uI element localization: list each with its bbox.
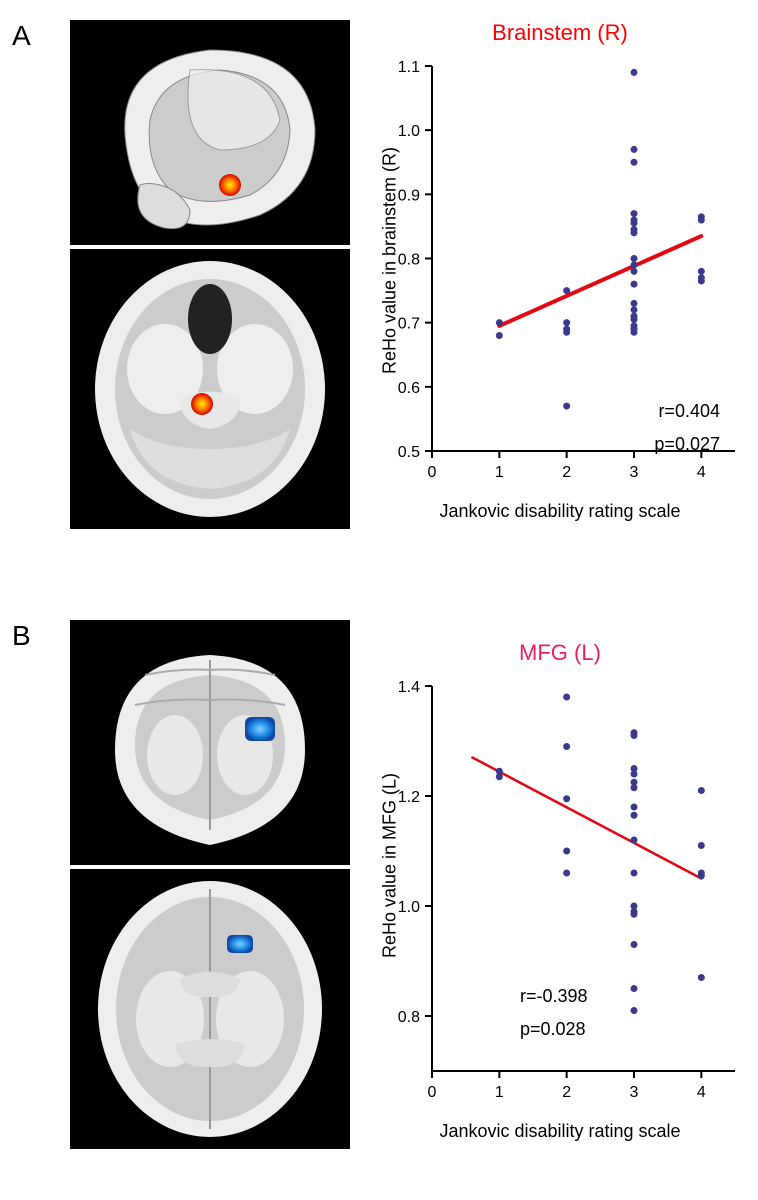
- svg-text:1.1: 1.1: [398, 59, 420, 76]
- svg-text:2: 2: [562, 464, 571, 481]
- chart-b-xlabel: Jankovic disability rating scale: [370, 1121, 750, 1142]
- svg-text:4: 4: [697, 1084, 706, 1101]
- svg-text:3: 3: [630, 464, 639, 481]
- svg-text:0.6: 0.6: [398, 380, 420, 397]
- brain-coronal-b: [70, 620, 350, 865]
- svg-text:1: 1: [495, 464, 504, 481]
- chart-b-stats: r=-0.398 p=0.028: [520, 980, 588, 1045]
- activation-blob-a1: [219, 174, 241, 196]
- svg-text:3: 3: [630, 1084, 639, 1101]
- svg-text:1.4: 1.4: [398, 679, 420, 696]
- svg-text:0.5: 0.5: [398, 444, 420, 461]
- chart-b: MFG (L) 0 1 2 3 4 0.8 1.0 1.2 1.4 ReHo value in …: [370, 620, 750, 1130]
- chart-a-stats: r=0.404 p=0.027: [654, 395, 720, 460]
- chart-a-r: r=0.404: [654, 395, 720, 427]
- chart-a-p: p=0.027: [654, 428, 720, 460]
- svg-text:2: 2: [562, 1084, 571, 1101]
- svg-text:0: 0: [428, 1084, 437, 1101]
- chart-b-title: MFG (L): [370, 640, 750, 666]
- brain-sagittal-a: [70, 20, 350, 245]
- brain-axial-b: [70, 869, 350, 1149]
- svg-text:1.0: 1.0: [398, 899, 420, 916]
- chart-b-p: p=0.028: [520, 1013, 588, 1045]
- panel-b-label: B: [12, 620, 31, 652]
- svg-text:4: 4: [697, 464, 706, 481]
- activation-blob-b1: [245, 717, 275, 741]
- panel-a-label: A: [12, 20, 31, 52]
- svg-text:0.8: 0.8: [398, 252, 420, 269]
- svg-text:0.8: 0.8: [398, 1009, 420, 1026]
- chart-a-ylabel: ReHo value in brainstem (R): [380, 131, 401, 391]
- activation-blob-b2: [227, 935, 253, 953]
- panel-a: Brainstem (R) 0 1 2 3 4 0.5 0.6 0.7 0.8 0.9 1.0 1.1…: [40, 20, 750, 530]
- chart-b-svg: 0 1 2 3 4 0.8 1.0 1.2 1.4: [370, 676, 750, 1116]
- chart-b-r: r=-0.398: [520, 980, 588, 1012]
- chart-a: Brainstem (R) 0 1 2 3 4 0.5 0.6 0.7 0.8 0.9 1.0 1.1…: [370, 20, 750, 530]
- chart-a-xlabel: Jankovic disability rating scale: [370, 501, 750, 522]
- brain-stack-a: [70, 20, 350, 530]
- activation-blob-a2: [191, 393, 213, 415]
- panel-b: MFG (L) 0 1 2 3 4 0.8 1.0 1.2 1.4 ReHo value in …: [40, 620, 750, 1149]
- chart-b-ylabel: ReHo value in MFG (L): [380, 751, 401, 981]
- svg-text:0.7: 0.7: [398, 316, 420, 333]
- brain-axial-a: [70, 249, 350, 529]
- chart-a-title: Brainstem (R): [370, 20, 750, 46]
- svg-text:1: 1: [495, 1084, 504, 1101]
- svg-text:0.9: 0.9: [398, 187, 420, 204]
- svg-text:1.0: 1.0: [398, 123, 420, 140]
- svg-text:0: 0: [428, 464, 437, 481]
- brain-stack-b: [70, 620, 350, 1149]
- svg-text:1.2: 1.2: [398, 789, 420, 806]
